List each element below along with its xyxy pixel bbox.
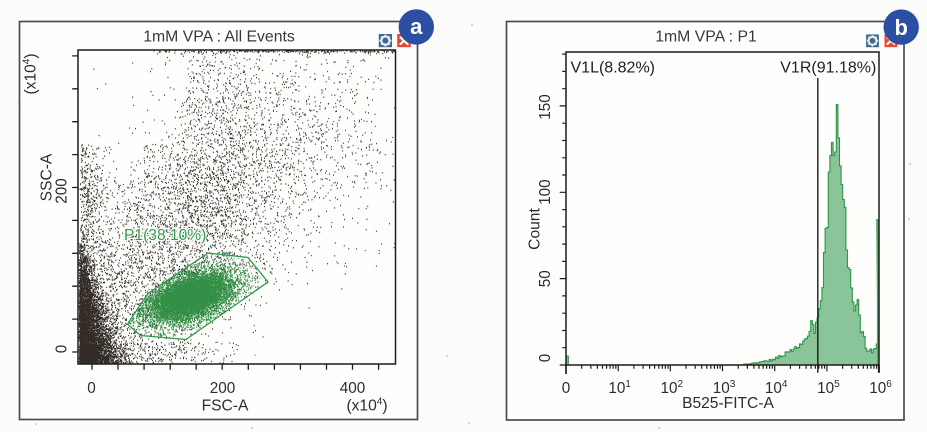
- svg-text:0: 0: [537, 354, 554, 363]
- svg-text:P1(38.10%): P1(38.10%): [124, 227, 206, 244]
- svg-text:(x104): (x104): [22, 53, 40, 94]
- svg-text:a: a: [410, 14, 423, 39]
- svg-text:1mM VPA : All Events: 1mM VPA : All Events: [143, 29, 295, 46]
- svg-text:150: 150: [537, 94, 554, 120]
- svg-text:(x104): (x104): [346, 397, 387, 415]
- svg-text:FSC-A: FSC-A: [202, 398, 249, 415]
- svg-text:200: 200: [210, 380, 236, 397]
- svg-text:0: 0: [562, 380, 571, 397]
- svg-text:b: b: [894, 15, 907, 40]
- svg-text:200: 200: [54, 178, 71, 204]
- svg-text:50: 50: [537, 270, 554, 287]
- svg-text:V1R(91.18%): V1R(91.18%): [780, 60, 876, 77]
- svg-text:400: 400: [340, 380, 366, 397]
- svg-text:0: 0: [54, 345, 71, 354]
- svg-text:SSC-A: SSC-A: [39, 153, 56, 201]
- svg-text:100: 100: [537, 179, 554, 205]
- svg-text:Count: Count: [527, 208, 544, 250]
- svg-text:1mM VPA : P1: 1mM VPA : P1: [655, 29, 757, 46]
- svg-text:0: 0: [87, 380, 96, 397]
- svg-text:B525-FITC-A: B525-FITC-A: [682, 395, 774, 412]
- svg-text:V1L(8.82%): V1L(8.82%): [571, 60, 656, 77]
